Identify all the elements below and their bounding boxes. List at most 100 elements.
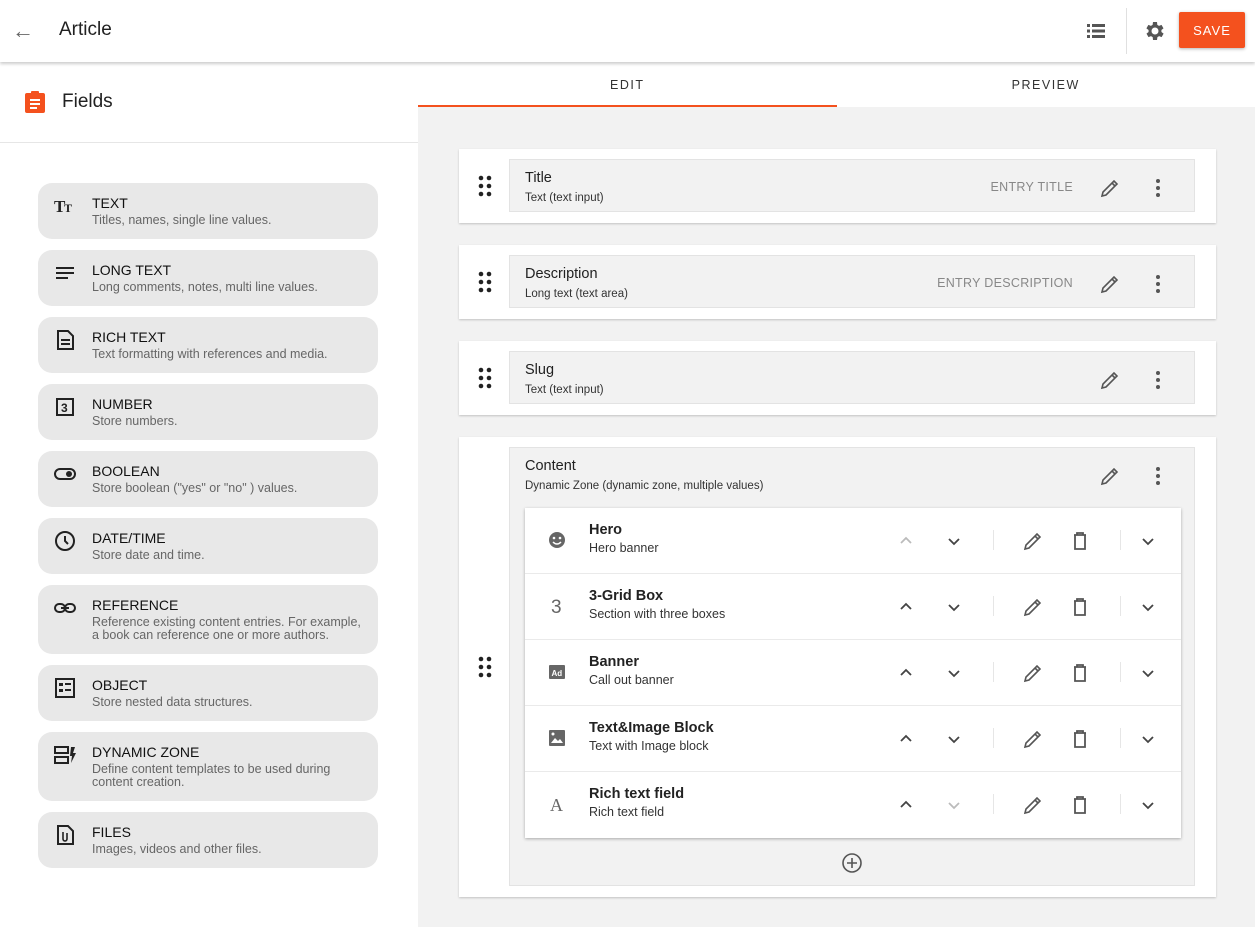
move-down-button[interactable] (942, 793, 966, 817)
tab-bar: EDIT PREVIEW (418, 62, 1255, 107)
fields-title: Fields (62, 91, 113, 112)
main-panel: EDIT PREVIEW Title Text (text input) ENT… (418, 62, 1255, 927)
more-options-icon[interactable] (1146, 368, 1170, 397)
field-type: Long text (text area) (525, 288, 628, 300)
divider (993, 530, 994, 550)
delete-component-button[interactable] (1068, 793, 1092, 817)
component-name: Rich text field (589, 786, 685, 802)
component-name: 3-Grid Box (589, 588, 664, 604)
more-options-icon[interactable] (1146, 272, 1170, 301)
delete-component-button[interactable] (1068, 661, 1092, 685)
edit-component-button[interactable] (1021, 793, 1045, 817)
number-three-icon: 3 (551, 597, 562, 616)
drag-handle-icon[interactable] (477, 271, 493, 293)
expand-component-button[interactable] (1136, 793, 1160, 817)
divider (1126, 8, 1127, 54)
field-type-long-text[interactable]: LONG TEXT Long comments, notes, multi li… (38, 250, 378, 306)
tab-preview[interactable]: PREVIEW (1011, 78, 1080, 92)
edit-component-button[interactable] (1021, 529, 1045, 553)
field-type-object[interactable]: OBJECT Store nested data structures. (38, 665, 378, 721)
field-type-date-time[interactable]: DATE/TIME Store date and time. (38, 518, 378, 574)
clipboard-icon (25, 91, 45, 113)
field-type-name: RICH TEXT (92, 329, 166, 345)
field-type-desc: Titles, names, single line values. (92, 213, 272, 227)
link-icon (54, 603, 76, 613)
field-box: Title Text (text input) ENTRY TITLE (509, 159, 1195, 212)
svg-text:3: 3 (551, 597, 562, 616)
edit-field-pencil-icon[interactable] (1098, 272, 1122, 301)
field-type-desc: Long comments, notes, multi line values. (92, 280, 318, 294)
field-type-desc: Store nested data structures. (92, 695, 253, 709)
edit-field-pencil-icon[interactable] (1098, 464, 1122, 493)
move-up-button[interactable] (894, 661, 918, 685)
component-row: A Rich text field Rich text field (525, 772, 1181, 838)
expand-component-button[interactable] (1136, 727, 1160, 751)
component-desc: Hero banner (589, 541, 659, 555)
edit-field-pencil-icon[interactable] (1098, 368, 1122, 397)
field-type-name: REFERENCE (92, 597, 179, 613)
move-up-button[interactable] (894, 529, 918, 553)
image-icon (549, 730, 565, 746)
field-type-dynamic-zone[interactable]: DYNAMIC ZONE Define content templates to… (38, 732, 378, 801)
expand-component-button[interactable] (1136, 595, 1160, 619)
smiley-icon (549, 532, 565, 548)
file-icon (57, 825, 74, 845)
drag-handle-icon[interactable] (477, 656, 493, 678)
edit-component-button[interactable] (1021, 595, 1045, 619)
svg-text:Ad: Ad (552, 669, 563, 678)
delete-component-button[interactable] (1068, 529, 1092, 553)
component-name: Banner (589, 654, 639, 670)
svg-text:T: T (54, 197, 66, 216)
divider (1120, 794, 1121, 814)
edit-field-pencil-icon[interactable] (1098, 176, 1122, 205)
move-up-button[interactable] (894, 727, 918, 751)
toggle-icon (54, 468, 76, 480)
list-view-icon[interactable] (1084, 19, 1108, 43)
field-card-title: Title Text (text input) ENTRY TITLE (459, 149, 1216, 223)
move-down-button[interactable] (942, 529, 966, 553)
move-up-button[interactable] (894, 793, 918, 817)
save-button[interactable]: SAVE (1179, 12, 1245, 48)
edit-component-button[interactable] (1021, 661, 1045, 685)
field-type: Text (text input) (525, 384, 604, 396)
field-type-name: FILES (92, 824, 131, 840)
move-up-button[interactable] (894, 595, 918, 619)
move-down-button[interactable] (942, 595, 966, 619)
more-options-icon[interactable] (1146, 464, 1170, 493)
field-type-files[interactable]: FILES Images, videos and other files. (38, 812, 378, 868)
field-type: Dynamic Zone (dynamic zone, multiple val… (525, 480, 764, 492)
lines-icon (56, 267, 74, 279)
component-row: Ad Banner Call out banner (525, 640, 1181, 706)
drag-handle-icon[interactable] (477, 367, 493, 389)
svg-text:T: T (64, 201, 72, 215)
field-type-name: DATE/TIME (92, 530, 166, 546)
field-type-boolean[interactable]: BOOLEAN Store boolean ("yes" or "no" ) v… (38, 451, 378, 507)
divider (1120, 662, 1121, 682)
expand-component-button[interactable] (1136, 661, 1160, 685)
move-down-button[interactable] (942, 661, 966, 685)
dynamic-zone-list: Hero Hero banner 3 3-Grid Box Section wi… (525, 508, 1181, 838)
edit-component-button[interactable] (1021, 727, 1045, 751)
tab-edit[interactable]: EDIT (418, 62, 837, 107)
field-type-desc: Reference existing content entries. For … (92, 615, 361, 642)
field-type-desc: Text formatting with references and medi… (92, 347, 328, 361)
document-icon (57, 330, 74, 350)
page-title: Article (59, 19, 112, 40)
svg-text:3: 3 (61, 401, 68, 415)
more-options-icon[interactable] (1146, 176, 1170, 205)
drag-handle-icon[interactable] (477, 175, 493, 197)
delete-component-button[interactable] (1068, 595, 1092, 619)
move-down-button[interactable] (942, 727, 966, 751)
field-type-rich-text[interactable]: RICH TEXT Text formatting with reference… (38, 317, 378, 373)
delete-component-button[interactable] (1068, 727, 1092, 751)
field-type-reference[interactable]: REFERENCE Reference existing content ent… (38, 585, 378, 654)
dynamic-zone-icon (54, 746, 76, 764)
gear-icon[interactable] (1143, 19, 1167, 43)
expand-component-button[interactable] (1136, 529, 1160, 553)
component-desc: Section with three boxes (589, 607, 726, 621)
field-type-number[interactable]: 3 NUMBER Store numbers. (38, 384, 378, 440)
add-component-icon[interactable] (841, 852, 863, 874)
back-arrow-icon[interactable]: ← (12, 18, 34, 43)
